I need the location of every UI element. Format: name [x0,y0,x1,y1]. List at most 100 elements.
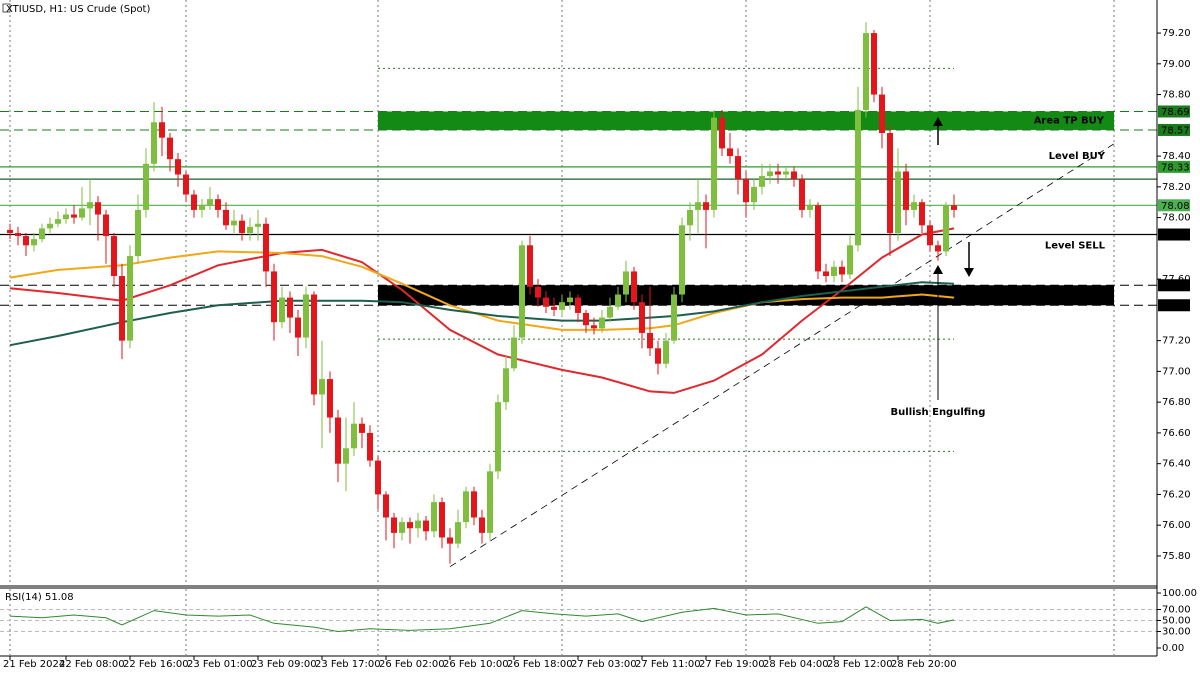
candle-body [767,171,773,177]
candle-body [31,239,37,246]
price-tag-label: 77.43 [1161,301,1190,312]
arrow-up [933,265,943,400]
candle-body [159,122,165,138]
candle-body [239,220,245,233]
candle-body [55,219,61,224]
rsi-tick-label: 100.00 [1162,588,1197,599]
candle-body [471,491,477,518]
x-tick-label: 27 Feb 11:00 [635,659,701,670]
y-tick-label: 79.20 [1162,28,1191,39]
grid-layer [0,0,1157,655]
x-tick-label: 27 Feb 19:00 [699,659,765,670]
candle-body [383,494,389,518]
arrow-down [964,242,974,277]
price-tag [1158,228,1190,241]
y-tick-label: 78.40 [1162,151,1191,162]
candle-body [271,271,277,323]
candle-body [135,209,141,257]
candle-body [95,202,101,215]
candle-body [775,171,781,175]
candle-body [743,179,749,203]
candle-body [943,205,949,252]
y-tick-label: 79.00 [1162,59,1191,70]
rsi-tick-label: 70.00 [1162,605,1191,616]
candle-layer [7,22,957,564]
candle-body [807,205,813,210]
candle-body [87,202,93,209]
candle-body [343,448,349,464]
candle-body [303,294,309,338]
candle-body [431,502,437,532]
candle-body [639,302,645,333]
candle-body [935,245,941,252]
candle-body [351,423,357,449]
candle-body [543,297,549,307]
candle-body [679,225,685,295]
y-tick-label: 76.20 [1162,489,1191,500]
price-tag-label: 78.57 [1161,125,1190,136]
candle-body [199,205,205,210]
candle-body [607,306,613,318]
price-tag [1158,105,1190,118]
price-tag [1158,299,1190,312]
candle-body [183,174,189,195]
candle-body [919,202,925,226]
candle-body [359,423,365,433]
candle-body [927,225,933,246]
candle-body [711,117,717,210]
candle-body [111,236,117,277]
candle-body [7,229,13,233]
annotation: Level BUY [1049,151,1106,162]
candle-body [519,245,525,338]
label-layer: 79.2079.0078.8078.4078.2078.0077.6077.20… [3,28,1197,670]
candle-body [535,286,541,298]
candle-body [735,156,741,180]
candle-body [143,163,149,210]
candle-body [871,33,877,95]
candle-body [15,232,21,237]
x-tick-label: 22 Feb 08:00 [59,659,125,670]
candle-body [319,379,325,395]
candle-body [447,537,453,544]
price-tag [1158,123,1190,136]
rsi-tick-label: 0.00 [1162,643,1184,654]
candle-body [439,502,445,538]
candle-body [39,228,45,240]
candle-body [559,302,565,310]
candle-body [295,317,301,338]
candle-body [231,220,237,226]
candle-body [375,460,381,495]
price-tag-label: 78.08 [1161,201,1190,212]
zone [378,111,1114,130]
candle-body [335,417,341,464]
candle-body [663,340,669,364]
candle-body [391,517,397,533]
y-tick-label: 76.80 [1162,397,1191,408]
moving-average [9,281,955,347]
candle-body [511,337,517,369]
candle-body [599,317,605,329]
x-tick-label: 26 Feb 02:00 [379,659,445,670]
y-tick-label: 77.00 [1162,366,1191,377]
candle-body [759,176,765,187]
x-tick-label: 26 Feb 10:00 [443,659,509,670]
candle-body [727,148,733,157]
x-tick-label: 27 Feb 03:00 [571,659,637,670]
x-tick-label: 28 Feb 12:00 [827,659,893,670]
candle-body [455,522,461,544]
candle-body [951,205,957,210]
candle-body [703,202,709,210]
zone-label: Area TP BUY [1034,116,1105,127]
y-tick-label: 78.20 [1162,182,1191,193]
rsi-line [9,606,955,633]
candle-body [551,306,557,310]
rsi-tick-label: 30.00 [1162,627,1191,638]
candle-body [223,209,229,226]
candle-body [687,209,693,226]
candle-body [583,312,589,326]
candle-body [655,348,661,364]
candle-body [463,491,469,523]
candle-body [279,297,285,323]
annotation: Level SELL [1045,241,1106,252]
